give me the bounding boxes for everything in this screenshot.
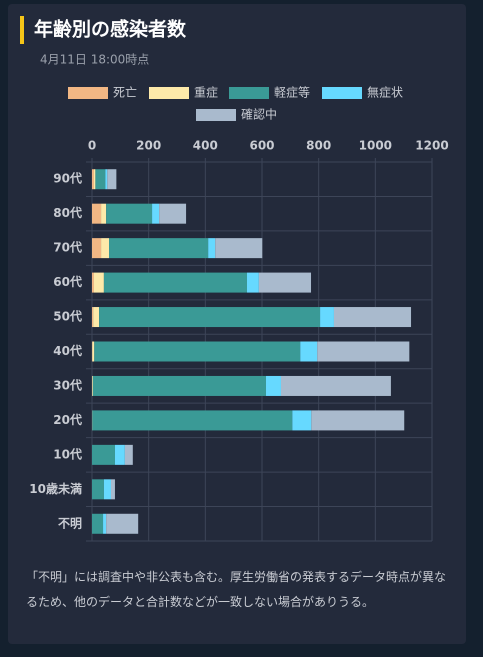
bar-segment — [311, 410, 405, 431]
legend-label: 軽症等 — [274, 85, 310, 100]
bar-segment — [92, 444, 115, 465]
bar-segment — [110, 479, 115, 500]
chart-title: 年齢別の感染者数 — [34, 18, 187, 41]
legend-label: 確認中 — [241, 107, 277, 122]
legend-swatch — [196, 109, 236, 121]
y-tick-label: 60代 — [53, 274, 82, 289]
bar-segment — [92, 375, 93, 396]
bar-segment — [265, 375, 281, 396]
y-tick-label: 20代 — [53, 412, 82, 427]
bar-segment — [95, 169, 106, 190]
bar-segment — [103, 513, 107, 534]
bar-segment — [114, 444, 125, 465]
bar-segment — [159, 203, 187, 224]
x-tick-label: 400 — [193, 139, 218, 153]
legend-label: 重症 — [194, 85, 218, 100]
bar-segment — [333, 307, 412, 328]
x-tick-label: 0 — [88, 139, 96, 153]
bar-segment — [92, 375, 266, 396]
x-tick-label: 200 — [136, 139, 161, 153]
legend-swatch — [229, 87, 269, 99]
y-tick-label: 40代 — [53, 343, 82, 358]
chart-subtitle: 4月11日 18:00時点 — [40, 53, 149, 67]
bar-segment — [300, 341, 318, 362]
bar-segment — [317, 341, 410, 362]
legend-label: 死亡 — [113, 86, 137, 100]
bar-segment — [92, 479, 104, 500]
bar-segment — [246, 272, 259, 293]
bar-segment — [101, 203, 107, 224]
x-tick-label: 1200 — [415, 139, 448, 153]
bar-segment — [106, 513, 139, 534]
y-tick-label: 90代 — [53, 171, 82, 186]
bar-segment — [103, 272, 247, 293]
bar-segment — [92, 169, 94, 190]
bar-segment — [215, 238, 263, 259]
bar-segment — [92, 410, 293, 431]
bar-segment — [93, 169, 96, 190]
bar-segment — [106, 203, 153, 224]
bar-segment — [280, 375, 391, 396]
y-tick-label: 50代 — [53, 309, 82, 324]
legend-label: 無症状 — [367, 85, 403, 100]
bar-segment — [99, 307, 321, 328]
bar-segment — [258, 272, 312, 293]
bar-segment — [101, 238, 109, 259]
legend-swatch — [322, 87, 362, 99]
bar-segment — [94, 341, 301, 362]
y-tick-label: 10代 — [53, 446, 82, 461]
x-tick-label: 1000 — [359, 139, 392, 153]
bar-segment — [93, 272, 104, 293]
y-tick-label: 不明 — [58, 516, 82, 530]
bar-segment — [152, 203, 160, 224]
legend-swatch — [68, 87, 108, 99]
bar-segment — [320, 307, 334, 328]
note: 「不明」には調査中や非公表も含む。厚生労働省の発表するデータ時点が異なるため、他… — [26, 570, 447, 609]
x-tick-label: 800 — [306, 139, 331, 153]
bar-segment — [103, 479, 111, 500]
bar-segment — [92, 341, 95, 362]
bar-segment — [92, 238, 102, 259]
bar-segment — [208, 238, 216, 259]
y-tick-label: 70代 — [53, 240, 82, 255]
x-tick-label: 600 — [249, 139, 274, 153]
bar-segment — [107, 169, 117, 190]
bar-segment — [92, 307, 94, 328]
y-tick-label: 30代 — [53, 377, 82, 392]
bar-segment — [92, 513, 104, 534]
bar-segment — [93, 307, 100, 328]
bar-segment — [124, 444, 133, 465]
bar-segment — [92, 203, 102, 224]
bar-segment — [105, 169, 108, 190]
y-tick-label: 10歳未満 — [29, 481, 82, 496]
bar-segment — [292, 410, 312, 431]
y-tick-label: 80代 — [53, 205, 82, 220]
legend-swatch — [149, 87, 189, 99]
bar-segment — [92, 272, 94, 293]
title-accent — [20, 16, 24, 44]
bar-segment — [109, 238, 209, 259]
